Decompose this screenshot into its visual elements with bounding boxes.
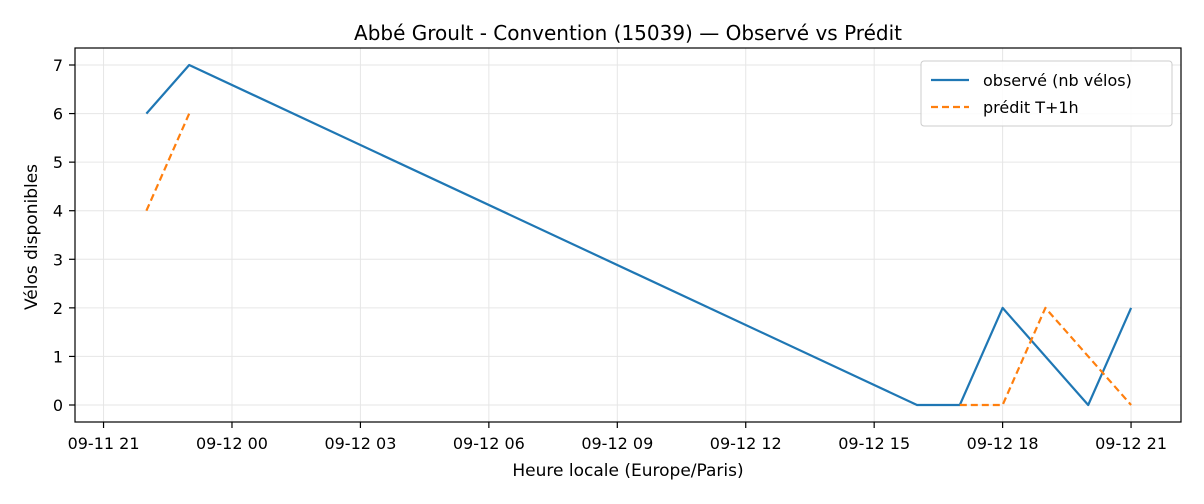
x-tick-label: 09-12 09 xyxy=(581,434,653,453)
x-tick-label: 09-12 15 xyxy=(838,434,910,453)
series-line xyxy=(145,113,191,212)
series-line xyxy=(959,306,1132,407)
series-predicted xyxy=(145,113,1132,407)
x-tick-label: 09-12 21 xyxy=(1095,434,1167,453)
y-tick-label: 3 xyxy=(53,250,63,269)
legend-label: prédit T+1h xyxy=(983,98,1079,117)
x-tick-label: 09-12 03 xyxy=(324,434,396,453)
legend: observé (nb vélos) prédit T+1h xyxy=(920,60,1173,127)
series xyxy=(145,63,1133,407)
y-tick-label: 2 xyxy=(53,299,63,318)
y-tick-label: 4 xyxy=(53,202,63,221)
legend-label: observé (nb vélos) xyxy=(983,71,1132,90)
chart-title: Abbé Groult - Convention (15039) — Obser… xyxy=(354,21,902,45)
x-axis-title: Heure locale (Europe/Paris) xyxy=(512,461,743,481)
y-tick-label: 1 xyxy=(53,347,63,366)
legend-box xyxy=(920,60,1173,127)
y-tick-label: 5 xyxy=(53,153,63,172)
x-tick-label: 09-12 00 xyxy=(196,434,268,453)
y-tick-label: 0 xyxy=(53,396,63,415)
y-axis-title: Vélos disponibles xyxy=(22,164,42,310)
x-tick-label: 09-12 06 xyxy=(453,434,525,453)
plot-area xyxy=(74,47,1182,423)
axis-ticks: 09-11 21 09-12 00 09-12 03 09-12 06 09-12 09… xyxy=(53,56,1167,453)
y-tick-label: 7 xyxy=(53,56,63,75)
y-tick-label: 6 xyxy=(53,105,63,124)
x-tick-label: 09-11 21 xyxy=(68,434,140,453)
x-tick-label: 09-12 12 xyxy=(710,434,782,453)
x-tick-label: 09-12 18 xyxy=(967,434,1039,453)
